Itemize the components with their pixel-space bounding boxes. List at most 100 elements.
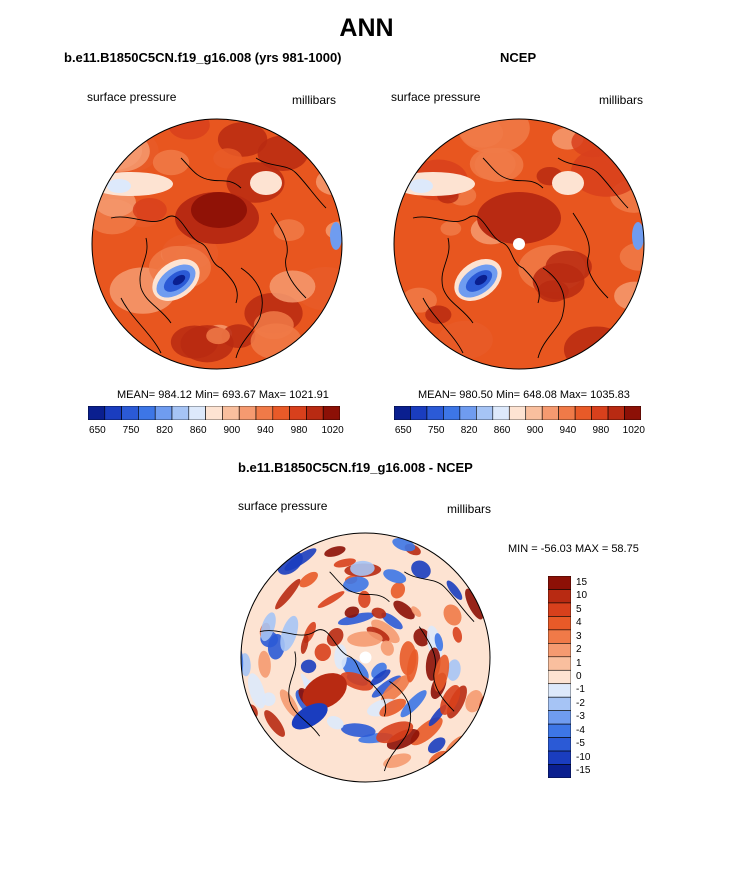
diff-colorbar-ticks: 15 10 5 4 3 2 1 0 -1 -2 -3 -4 -5 -10 -15 bbox=[576, 576, 616, 778]
colorbar-tick-label: 650 bbox=[394, 425, 412, 436]
colorbar-swatch bbox=[322, 406, 340, 420]
colorbar-tick-label: 650 bbox=[89, 425, 106, 436]
obs-stats: MEAN= 980.50 Min= 648.08 Max= 1035.83 bbox=[418, 389, 630, 401]
colorbar-swatch bbox=[548, 669, 571, 685]
obs-units-label: millibars bbox=[599, 93, 644, 107]
colorbar-swatch bbox=[607, 406, 625, 420]
colorbar-swatch bbox=[548, 589, 571, 604]
colorbar-tick-label: 4 bbox=[576, 617, 582, 629]
model-variable-label: surface pressure bbox=[87, 90, 177, 104]
colorbar-tick-label: 820 bbox=[460, 425, 478, 436]
colorbar-swatch bbox=[525, 406, 543, 420]
obs-colorbar-ticks: 650 750 820 860 900 940 980 1020 bbox=[394, 425, 645, 439]
colorbar-tick-label: -2 bbox=[576, 697, 585, 709]
colorbar-swatch bbox=[548, 696, 571, 711]
obs-polar-map bbox=[393, 118, 645, 370]
model-stats: MEAN= 984.12 Min= 693.67 Max= 1021.91 bbox=[117, 389, 329, 401]
colorbar-swatch bbox=[443, 406, 461, 420]
colorbar-swatch bbox=[548, 750, 571, 765]
pole-marker bbox=[359, 651, 372, 664]
colorbar-swatch bbox=[541, 406, 559, 420]
colorbar-swatch bbox=[222, 406, 240, 420]
colorbar-tick-label: 980 bbox=[592, 425, 610, 436]
colorbar-tick-label: 15 bbox=[576, 576, 588, 588]
obs-panel-title: NCEP bbox=[500, 50, 537, 65]
colorbar-tick-label: -1 bbox=[576, 684, 585, 696]
colorbar-swatch bbox=[548, 723, 571, 738]
colorbar-swatch bbox=[104, 406, 122, 420]
pole-marker bbox=[513, 238, 525, 250]
colorbar-tick-label: 1 bbox=[576, 657, 582, 669]
colorbar-swatch bbox=[508, 406, 527, 420]
colorbar-tick-label: 750 bbox=[427, 425, 445, 436]
colorbar-swatch bbox=[548, 764, 571, 778]
page-title: ANN bbox=[339, 14, 394, 42]
colorbar-swatch bbox=[492, 406, 510, 420]
colorbar-swatch bbox=[88, 406, 106, 420]
colorbar-tick-label: -5 bbox=[576, 738, 585, 750]
colorbar-swatch bbox=[591, 406, 609, 420]
diff-minmax: MIN = -56.03 MAX = 58.75 bbox=[508, 543, 639, 555]
colorbar-tick-label: -15 bbox=[576, 765, 591, 777]
colorbar-swatch bbox=[548, 629, 571, 644]
colorbar-tick-label: -10 bbox=[576, 751, 591, 763]
colorbar-swatch bbox=[476, 406, 494, 420]
colorbar-swatch bbox=[548, 737, 571, 752]
diff-variable-label: surface pressure bbox=[238, 499, 328, 513]
colorbar-swatch bbox=[171, 406, 190, 420]
colorbar-swatch bbox=[558, 406, 576, 420]
colorbar-swatch bbox=[188, 406, 206, 420]
obs-colorbar bbox=[394, 406, 641, 420]
colorbar-swatch bbox=[426, 406, 444, 420]
colorbar-swatch bbox=[205, 406, 223, 420]
colorbar-swatch bbox=[410, 406, 428, 420]
colorbar-swatch bbox=[272, 406, 290, 420]
model-panel-title: b.e11.B1850C5CN.f19_g16.008 (yrs 981-100… bbox=[64, 50, 342, 65]
colorbar-tick-label: -3 bbox=[576, 711, 585, 723]
colorbar-swatch bbox=[548, 576, 571, 590]
colorbar-tick-label: 1020 bbox=[622, 425, 645, 436]
colorbar-tick-label: 980 bbox=[290, 425, 308, 436]
colorbar-tick-label: 860 bbox=[493, 425, 511, 436]
diff-colorbar bbox=[548, 576, 571, 778]
colorbar-swatch bbox=[154, 406, 173, 420]
model-colorbar bbox=[88, 406, 340, 420]
colorbar-swatch bbox=[574, 406, 592, 420]
colorbar-tick-label: 940 bbox=[257, 425, 274, 436]
colorbar-tick-label: 750 bbox=[122, 425, 140, 436]
colorbar-tick-label: -4 bbox=[576, 724, 585, 736]
colorbar-swatch bbox=[238, 406, 257, 420]
colorbar-swatch bbox=[548, 643, 571, 658]
colorbar-swatch bbox=[121, 406, 139, 420]
colorbar-swatch bbox=[306, 406, 324, 420]
colorbar-swatch bbox=[624, 406, 641, 420]
obs-variable-label: surface pressure bbox=[391, 90, 481, 104]
colorbar-tick-label: 2 bbox=[576, 644, 582, 656]
diff-panel-title: b.e11.B1850C5CN.f19_g16.008 - NCEP bbox=[238, 460, 473, 475]
model-units-label: millibars bbox=[292, 93, 337, 107]
colorbar-tick-label: 900 bbox=[526, 425, 544, 436]
colorbar-swatch bbox=[548, 683, 571, 698]
model-polar-map bbox=[91, 118, 343, 370]
colorbar-swatch bbox=[394, 406, 411, 420]
colorbar-swatch bbox=[138, 406, 156, 420]
diff-units-label: millibars bbox=[447, 502, 492, 516]
colorbar-swatch bbox=[548, 710, 571, 725]
colorbar-tick-label: 860 bbox=[189, 425, 207, 436]
colorbar-tick-label: 900 bbox=[223, 425, 241, 436]
model-colorbar-ticks: 650 750 820 860 900 940 980 1020 bbox=[88, 425, 344, 439]
colorbar-swatch bbox=[548, 602, 571, 617]
colorbar-tick-label: 3 bbox=[576, 630, 582, 642]
colorbar-swatch bbox=[255, 406, 274, 420]
colorbar-tick-label: 940 bbox=[559, 425, 577, 436]
colorbar-swatch bbox=[289, 406, 307, 420]
colorbar-tick-label: 0 bbox=[576, 671, 582, 682]
colorbar-tick-label: 10 bbox=[576, 590, 588, 602]
colorbar-swatch bbox=[459, 406, 477, 420]
colorbar-swatch bbox=[548, 656, 571, 671]
colorbar-tick-label: 5 bbox=[576, 603, 582, 615]
colorbar-swatch bbox=[548, 616, 571, 631]
colorbar-tick-label: 820 bbox=[156, 425, 173, 436]
diff-polar-map bbox=[240, 532, 491, 783]
colorbar-tick-label: 1020 bbox=[321, 425, 344, 436]
